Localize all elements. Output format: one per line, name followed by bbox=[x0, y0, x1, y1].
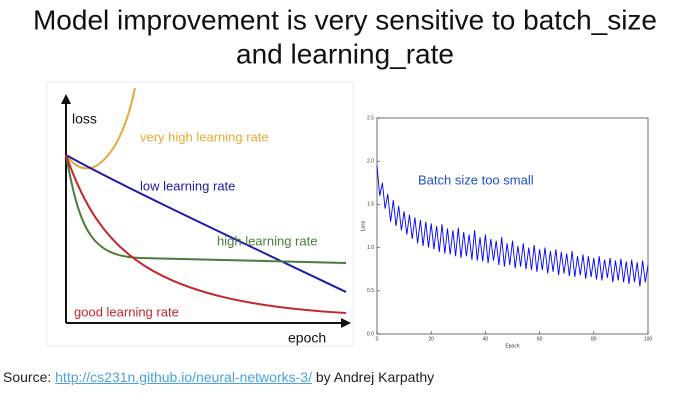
curve-label: high learning rate bbox=[217, 233, 317, 248]
y-tick-label: 2.0 bbox=[367, 159, 374, 165]
curve-label: good learning rate bbox=[74, 304, 179, 319]
y-tick-label: 0.5 bbox=[367, 288, 374, 294]
curve-label: very high learning rate bbox=[140, 129, 269, 144]
loss-chart: 0.0 0.5 1.0 1.5 2.0 2.5 0 20 40 60 80 100 Epoch Loss B… bbox=[360, 115, 652, 349]
title-line: Model improvement is very sensitive to b… bbox=[33, 4, 657, 35]
y-tick-label: 0.0 bbox=[367, 331, 374, 337]
diagram-y-label: loss bbox=[72, 111, 97, 127]
y-tick-label: 1.0 bbox=[367, 245, 374, 251]
loss-line bbox=[376, 165, 649, 287]
source-link[interactable]: http://cs231n.github.io/neural-networks-… bbox=[55, 369, 312, 385]
y-tick-label: 1.5 bbox=[367, 202, 374, 208]
arrowhead bbox=[61, 94, 71, 104]
y-axis-label: Loss bbox=[360, 220, 366, 231]
x-axis-label: Epoch bbox=[505, 343, 519, 349]
source-suffix: by Andrej Karpathy bbox=[311, 369, 435, 385]
x-tick-label: 100 bbox=[644, 336, 653, 342]
diagram-x-label: epoch bbox=[288, 330, 326, 346]
curve bbox=[65, 154, 347, 293]
curve-label: low learning rate bbox=[140, 178, 235, 193]
slide-canvas: Model improvement is very sensitive to b… bbox=[33, 4, 657, 349]
diagram-frame bbox=[46, 81, 354, 347]
curve bbox=[65, 154, 347, 314]
y-tick-label: 2.5 bbox=[367, 115, 374, 121]
x-tick-label: 0 bbox=[376, 336, 379, 342]
curve bbox=[65, 87, 136, 170]
annotation: Batch size too small bbox=[418, 172, 534, 187]
x-tick-label: 80 bbox=[591, 336, 597, 342]
x-tick-label: 20 bbox=[428, 336, 434, 342]
source-line: Source: http://cs231n.github.io/neural-n… bbox=[3, 369, 434, 385]
title-line: and learning_rate bbox=[236, 38, 454, 69]
x-tick-label: 60 bbox=[537, 336, 543, 342]
arrowhead bbox=[341, 318, 351, 328]
source-prefix: Source: bbox=[3, 369, 56, 385]
plot-frame bbox=[376, 117, 649, 335]
x-tick-label: 40 bbox=[483, 336, 489, 342]
